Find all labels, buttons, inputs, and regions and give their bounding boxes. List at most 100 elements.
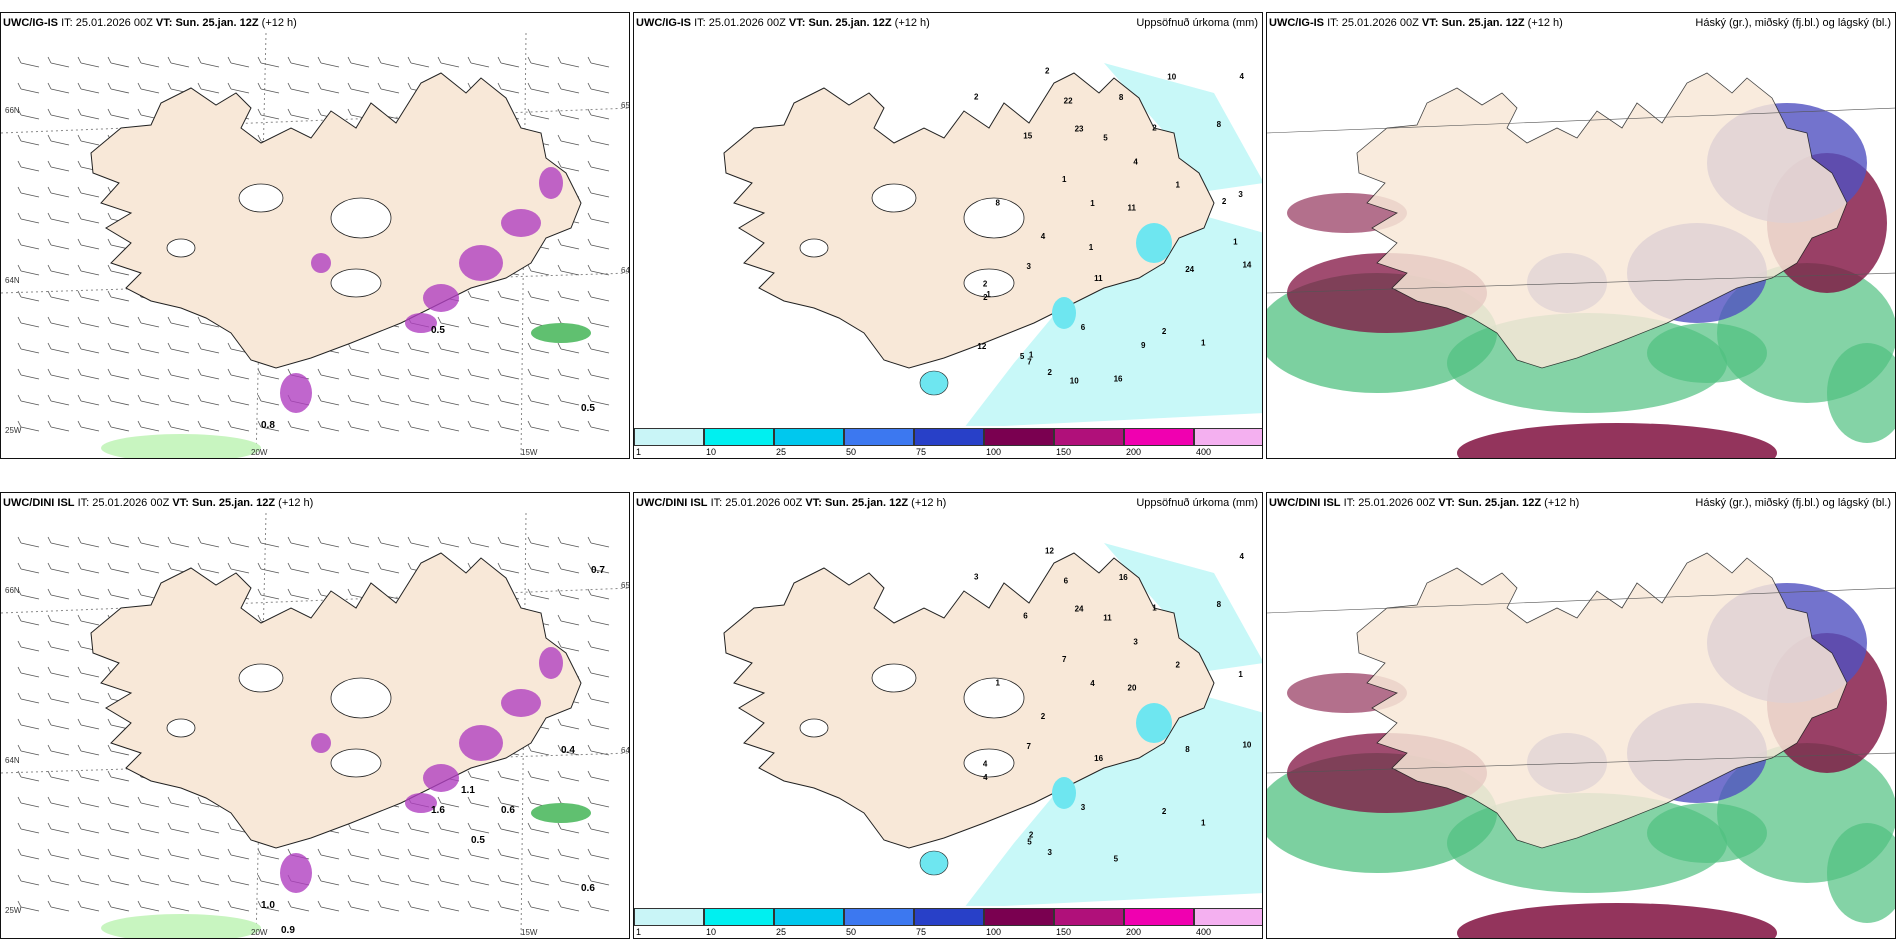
wind-barb <box>557 848 580 860</box>
precip-blob <box>501 689 541 717</box>
wind-barb <box>77 562 100 574</box>
wind-barb <box>167 420 190 432</box>
wind-barb <box>107 108 130 120</box>
precip-amount: 1 <box>1201 819 1206 828</box>
wind-barb <box>197 56 220 68</box>
iceland-landmass <box>1356 552 1848 849</box>
wind-barb <box>437 56 460 68</box>
wind-barb <box>77 290 100 302</box>
grid-label: 65N <box>621 101 630 110</box>
precip-amount: 6 <box>1081 323 1086 332</box>
precip-amount: 2 <box>1041 712 1046 721</box>
wind-barb <box>557 56 580 68</box>
precip-amount: 2 <box>983 293 988 302</box>
wind-barb <box>497 56 520 68</box>
wind-barb <box>107 588 130 600</box>
wind-barb <box>527 562 550 574</box>
wind-barb <box>17 796 40 808</box>
precip-blob <box>459 725 503 761</box>
wind-barb <box>587 368 610 380</box>
wind-barb <box>437 536 460 548</box>
precip-band <box>101 914 261 938</box>
wind-barb <box>587 290 610 302</box>
grid-label: 20W <box>251 448 268 457</box>
wind-barb <box>47 744 70 756</box>
precip-amount: 10 <box>1167 73 1176 82</box>
wind-barb <box>47 848 70 860</box>
wind-barb <box>227 368 250 380</box>
cloud-layer <box>1457 423 1777 458</box>
precip-amount: 11 <box>1094 274 1103 283</box>
wind-barb <box>497 290 520 302</box>
precip-cell <box>1052 297 1076 329</box>
wind-barb <box>587 82 610 94</box>
glacier-outline <box>799 718 829 738</box>
wind-barb <box>497 536 520 548</box>
wind-barb <box>587 614 610 626</box>
wind-barb <box>317 536 340 548</box>
wind-barb <box>137 796 160 808</box>
wind-barb <box>47 718 70 730</box>
wind-barb <box>377 342 400 354</box>
colorbar-swatch <box>704 428 774 446</box>
wind-barb <box>107 394 130 406</box>
wind-barb <box>17 290 40 302</box>
wind-barb <box>497 394 520 406</box>
precip-amount: 22 <box>1064 96 1073 105</box>
wind-barb <box>587 536 610 548</box>
wind-barb <box>557 368 580 380</box>
wind-barb <box>77 770 100 782</box>
precip-cell <box>1052 777 1076 809</box>
wind-barb <box>467 536 490 548</box>
wind-barb <box>527 342 550 354</box>
precip-amount: 12 <box>1045 546 1054 555</box>
wind-barb <box>437 848 460 860</box>
grid-line <box>1267 752 1895 774</box>
wind-barb <box>467 342 490 354</box>
wind-barb <box>587 160 610 172</box>
wind-barb <box>107 848 130 860</box>
wind-barb <box>167 368 190 380</box>
wind-barb <box>47 186 70 198</box>
wind-barb <box>17 420 40 432</box>
wind-barb <box>407 342 430 354</box>
wind-barb <box>47 134 70 146</box>
wind-barb <box>407 822 430 834</box>
wind-barb <box>17 264 40 276</box>
wind-barb <box>17 692 40 704</box>
wind-barb <box>17 342 40 354</box>
precip-amount: 15 <box>1023 131 1032 140</box>
precip-blob <box>539 647 563 679</box>
wind-barb <box>317 874 340 886</box>
precip-band <box>531 803 591 823</box>
wind-barb <box>347 420 370 432</box>
precip-cell <box>1136 223 1172 263</box>
wind-barb <box>77 614 100 626</box>
wind-barb <box>167 848 190 860</box>
colorbar-swatch <box>634 428 704 446</box>
precip-value: 0.5 <box>581 403 595 414</box>
wind-barb <box>587 718 610 730</box>
wind-barb <box>47 108 70 120</box>
colorbar-label: 50 <box>846 447 857 457</box>
wind-barb <box>47 562 70 574</box>
wind-barb <box>257 848 280 860</box>
wind-barb <box>407 536 430 548</box>
colorbar-swatch <box>774 428 844 446</box>
wind-barb <box>497 420 520 432</box>
precip-amount: 1 <box>1201 339 1206 348</box>
wind-barb <box>437 822 460 834</box>
wind-barb <box>497 368 520 380</box>
wind-barb <box>557 822 580 834</box>
wind-barb <box>527 536 550 548</box>
wind-barb <box>437 316 460 328</box>
wind-barb <box>497 562 520 574</box>
wind-barb <box>47 822 70 834</box>
precip-amount: 14 <box>1242 260 1251 269</box>
colorbar-swatch <box>844 428 914 446</box>
wind-barb <box>17 900 40 912</box>
precip-amount: 23 <box>1075 124 1084 133</box>
precip-value: 0.9 <box>281 925 295 936</box>
precip-amount: 4 <box>1240 552 1245 561</box>
